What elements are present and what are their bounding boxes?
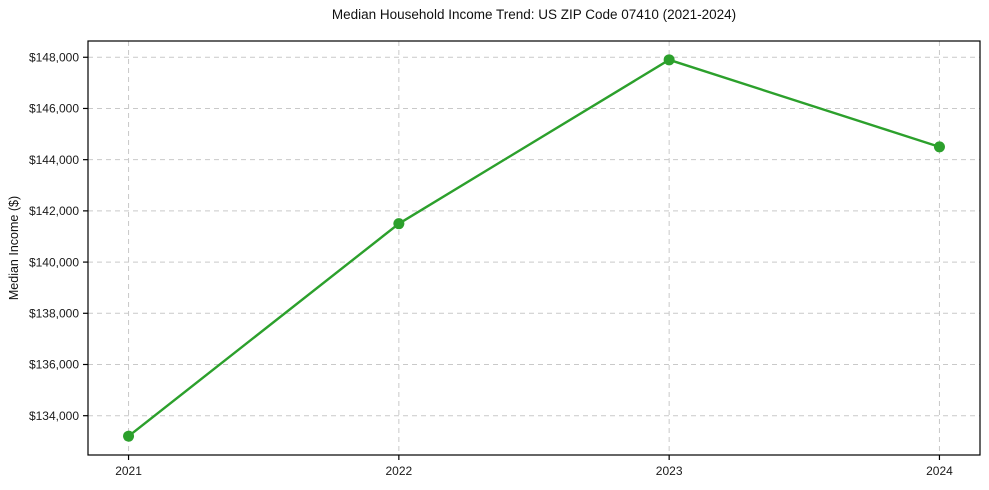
y-tick-label: $136,000 [29,358,79,372]
x-tick-label: 2023 [656,464,683,478]
plot-border [87,40,981,456]
x-tick-label: 2022 [385,464,412,478]
y-tick-label: $142,000 [29,204,79,218]
y-tick-label: $146,000 [29,102,79,116]
data-point-marker [393,218,405,230]
x-tick-label: 2024 [926,464,953,478]
data-point-marker [663,54,675,66]
y-tick-label: $148,000 [29,50,79,64]
y-tick-label: $134,000 [29,409,79,423]
x-tick-label: 2021 [115,464,142,478]
y-tick-label: $140,000 [29,255,79,269]
data-point-marker [933,141,945,153]
y-tick-label: $144,000 [29,153,79,167]
y-tick-label: $138,000 [29,306,79,320]
trend-line [127,58,941,438]
data-point-marker [123,430,135,442]
chart-title: Median Household Income Trend: US ZIP Co… [331,7,737,22]
